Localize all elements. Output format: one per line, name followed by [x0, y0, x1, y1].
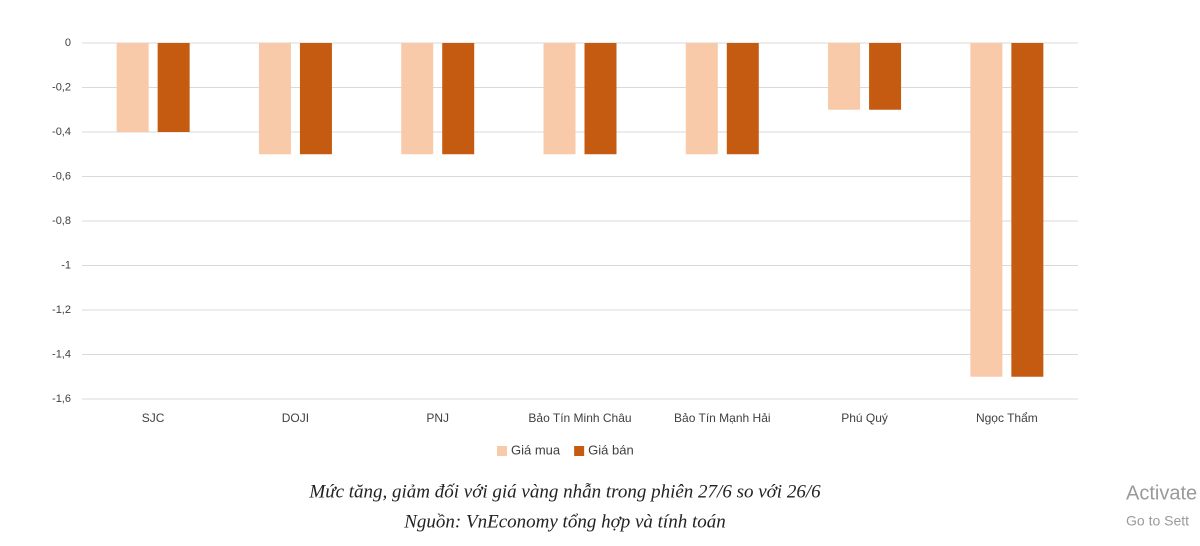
y-tick-label: -0,2	[52, 81, 71, 93]
bar	[299, 43, 332, 155]
y-tick-label: -0,8	[52, 215, 71, 227]
bar	[401, 43, 434, 155]
bar	[258, 43, 291, 155]
legend-swatch	[574, 446, 585, 456]
y-tick-label: -1,4	[52, 348, 71, 360]
watermark: Activate	[1126, 482, 1197, 504]
x-tick-label: SJC	[142, 411, 165, 425]
bar	[869, 43, 902, 110]
y-tick-label: -0,4	[52, 126, 71, 138]
x-tick-label: Ngọc Thẩm	[976, 411, 1038, 425]
source: Nguồn: VnEconomy tổng hợp và tính toán	[403, 511, 726, 532]
y-tick-label: -0,6	[52, 170, 71, 182]
bar	[1011, 43, 1044, 377]
legend-label: Giá bán	[588, 442, 634, 457]
x-tick-label: DOJI	[282, 411, 309, 425]
bar	[584, 43, 617, 155]
x-tick-label: Bảo Tín Minh Châu	[528, 411, 631, 425]
bar	[970, 43, 1003, 377]
y-tick-label: 0	[65, 37, 71, 49]
legend-label: Giá mua	[511, 442, 561, 457]
caption: Mức tăng, giảm đối với giá vàng nhẫn tro…	[308, 481, 821, 502]
x-tick-label: Bảo Tín Mạnh Hải	[674, 411, 771, 425]
bar	[685, 43, 718, 155]
y-tick-label: -1,2	[52, 304, 71, 316]
x-tick-label: PNJ	[426, 411, 449, 425]
legend-swatch	[497, 446, 507, 456]
bar	[828, 43, 861, 110]
x-tick-label: Phú Quý	[841, 411, 888, 425]
bar	[157, 43, 190, 132]
y-tick-label: -1,6	[52, 393, 71, 405]
bar	[543, 43, 576, 155]
bar	[116, 43, 149, 132]
y-tick-label: -1	[61, 259, 71, 271]
bar	[442, 43, 475, 155]
watermark: Go to Sett	[1126, 513, 1189, 529]
bar	[726, 43, 759, 155]
